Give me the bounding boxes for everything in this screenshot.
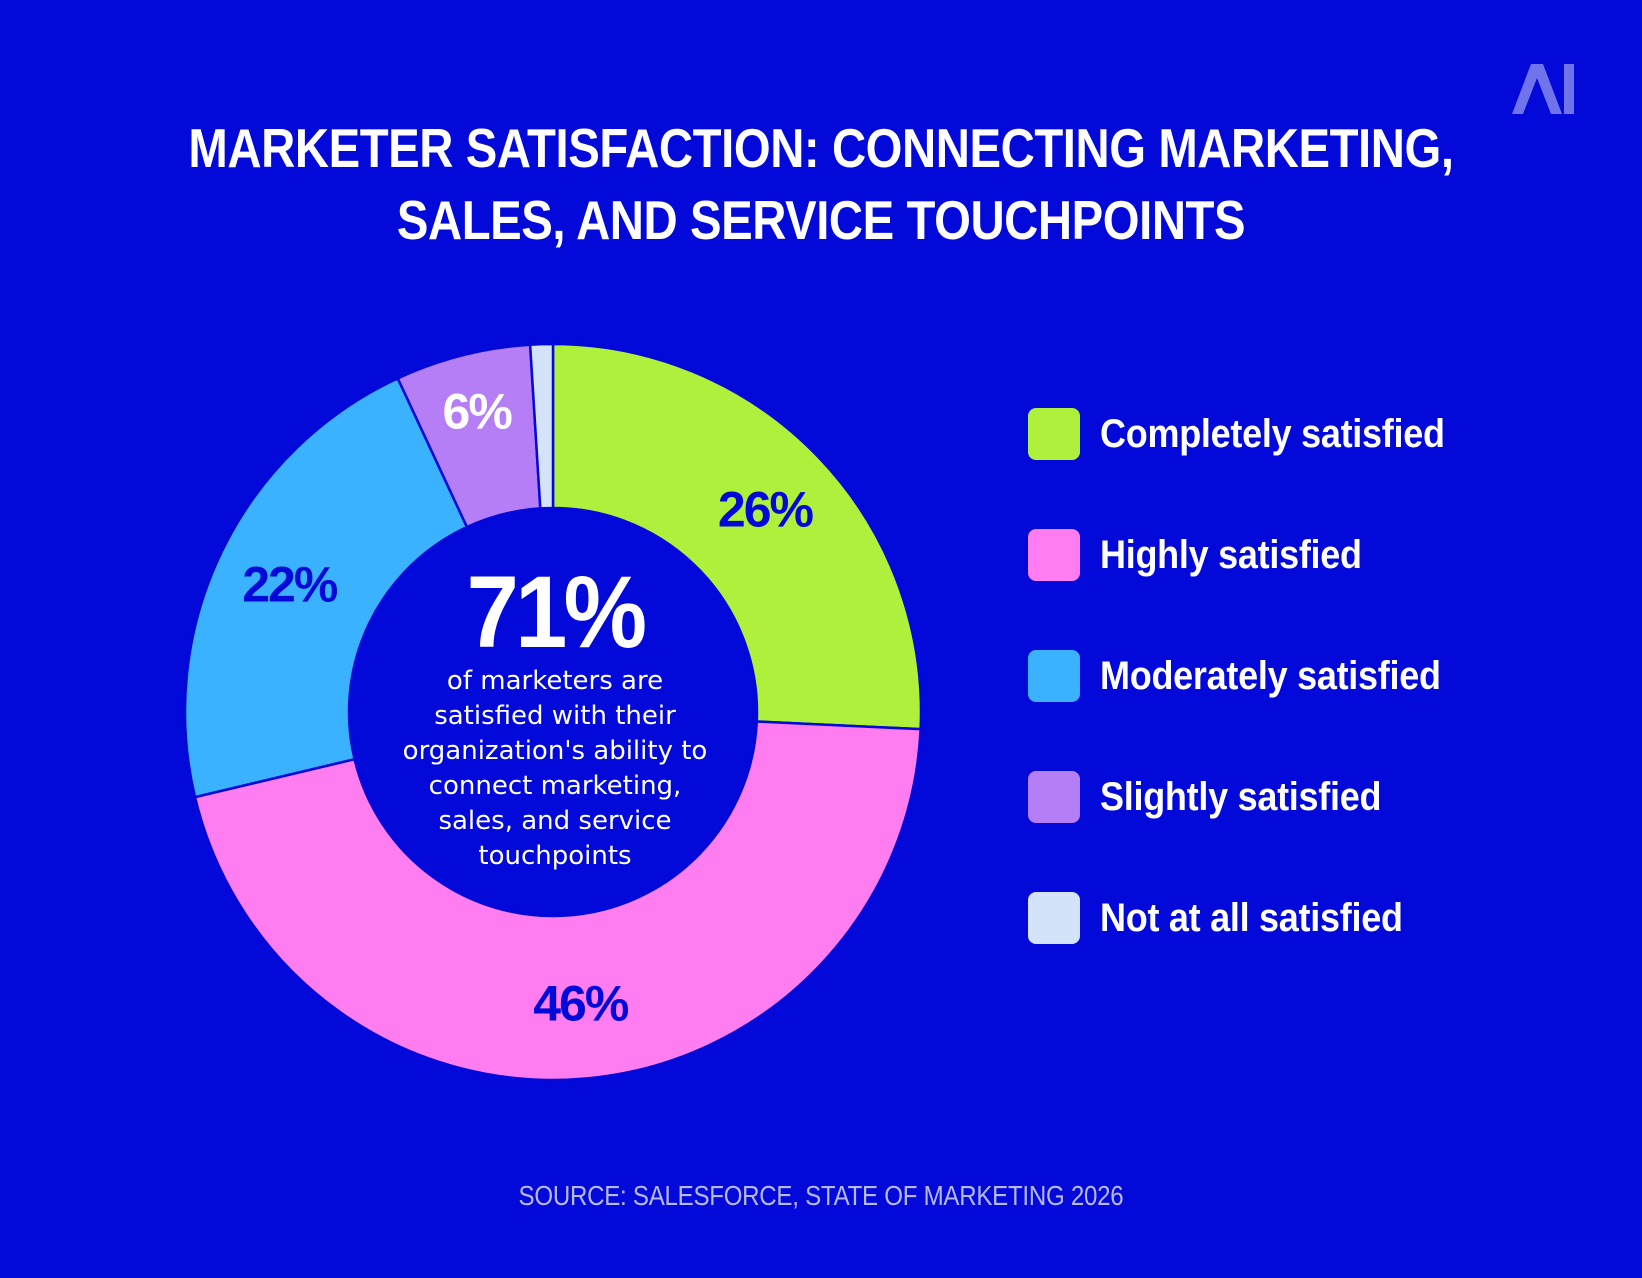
legend-item-completely-satisfied: Completely satisfied (1028, 407, 1483, 461)
legend-label: Completely satisfied (1100, 411, 1445, 456)
data-label-highly-satisfied: 46% (533, 976, 629, 1032)
legend-item-moderately-satisfied: Moderately satisfied (1028, 649, 1479, 703)
ai-logo-icon (1512, 64, 1574, 114)
center-callout: 71% of marketers are satisfied with thei… (375, 560, 735, 874)
legend-item-highly-satisfied: Highly satisfied (1028, 528, 1391, 582)
slice-highly-satisfied (193, 720, 922, 1082)
chart-title-line-1: MARKETER SATISFACTION: CONNECTING MARKET… (188, 117, 1454, 179)
source-note: SOURCE: SALESFORCE, STATE OF MARKETING 2… (518, 1180, 1124, 1211)
legend-swatch (1028, 650, 1080, 702)
legend-swatch (1028, 892, 1080, 944)
legend-swatch (1028, 771, 1080, 823)
legend-swatch (1028, 408, 1080, 460)
data-label-moderately-satisfied: 22% (242, 556, 338, 612)
chart-title-line-2: SALES, AND SERVICE TOUCHPOINTS (396, 189, 1246, 251)
legend-label: Moderately satisfied (1100, 653, 1441, 698)
legend-swatch (1028, 529, 1080, 581)
legend-label: Highly satisfied (1100, 532, 1362, 577)
data-label-completely-satisfied: 26% (718, 482, 814, 538)
legend-item-not-at-all-satisfied: Not at all satisfied (1028, 891, 1436, 945)
slice-completely-satisfied (551, 342, 923, 731)
legend-label: Slightly satisfied (1100, 774, 1382, 819)
center-description: of marketers are satisfied with their or… (402, 666, 708, 871)
legend-item-slightly-satisfied: Slightly satisfied (1028, 770, 1412, 824)
data-label-slightly-satisfied: 6% (443, 384, 513, 440)
center-big-value: 71% (466, 555, 647, 669)
legend-label: Not at all satisfied (1100, 895, 1403, 940)
slice-moderately-satisfied (183, 376, 469, 799)
chart-title: MARKETER SATISFACTION: CONNECTING MARKET… (115, 112, 1527, 256)
slice-not-at-all-satisfied (528, 342, 555, 510)
